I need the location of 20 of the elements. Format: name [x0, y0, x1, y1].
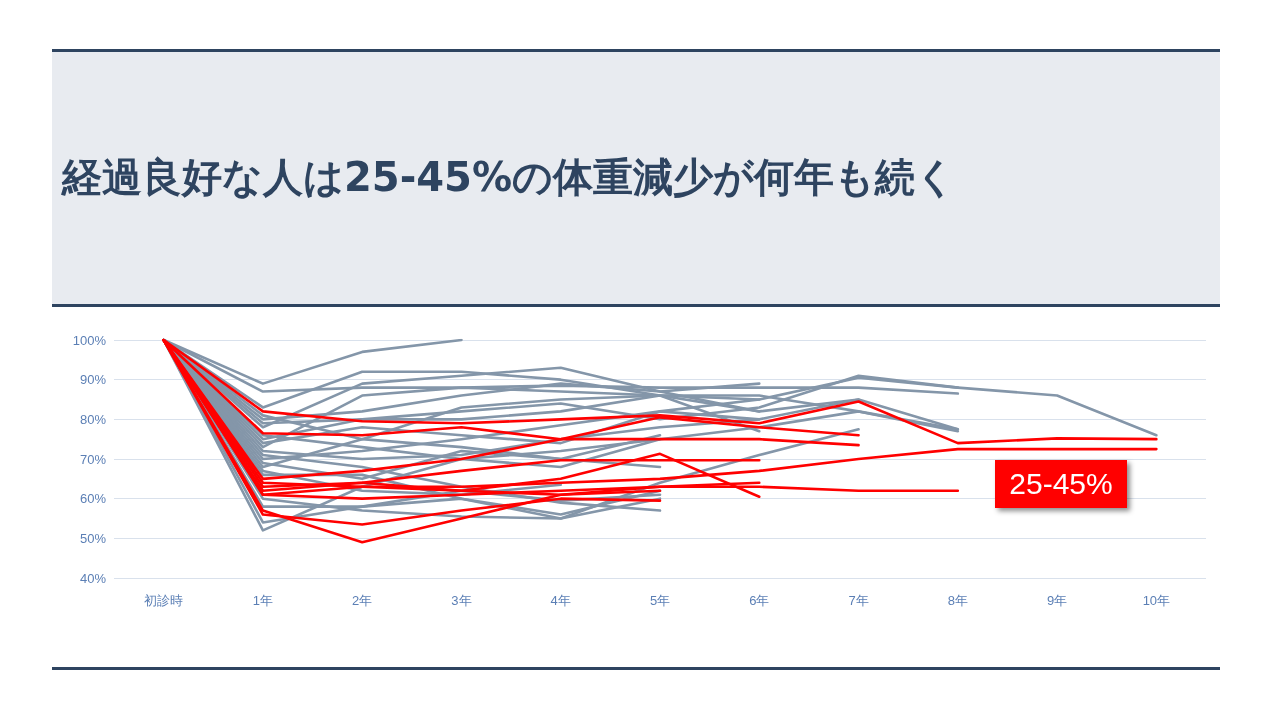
y-tick-label: 60%	[79, 491, 107, 507]
y-tick-label: 100%	[72, 332, 107, 348]
x-tick-label: 3年	[451, 593, 472, 608]
y-tick-label: 70%	[79, 451, 107, 467]
x-tick-label: 1年	[252, 593, 274, 608]
x-tick-label: 7年	[848, 593, 869, 608]
x-tick-label: 2年	[352, 593, 373, 608]
chart-title: 経過良好な人は25-45%の体重減少が何年も続く	[62, 153, 957, 202]
x-tick-label: 5年	[649, 593, 671, 608]
y-tick-label: 50%	[79, 530, 107, 546]
x-tick-label: 4年	[550, 593, 571, 608]
y-tick-label: 40%	[79, 570, 107, 586]
y-tick-label: 80%	[79, 411, 107, 427]
annotation: 25-45%	[995, 460, 1127, 508]
x-tick-label: 9年	[1046, 593, 1068, 608]
x-tick-label: 6年	[749, 593, 770, 608]
x-tick-label: 10年	[1142, 593, 1171, 608]
y-tick-label: 90%	[79, 372, 107, 388]
x-tick-label: 初診時	[144, 593, 184, 608]
x-tick-label: 8年	[947, 593, 968, 608]
